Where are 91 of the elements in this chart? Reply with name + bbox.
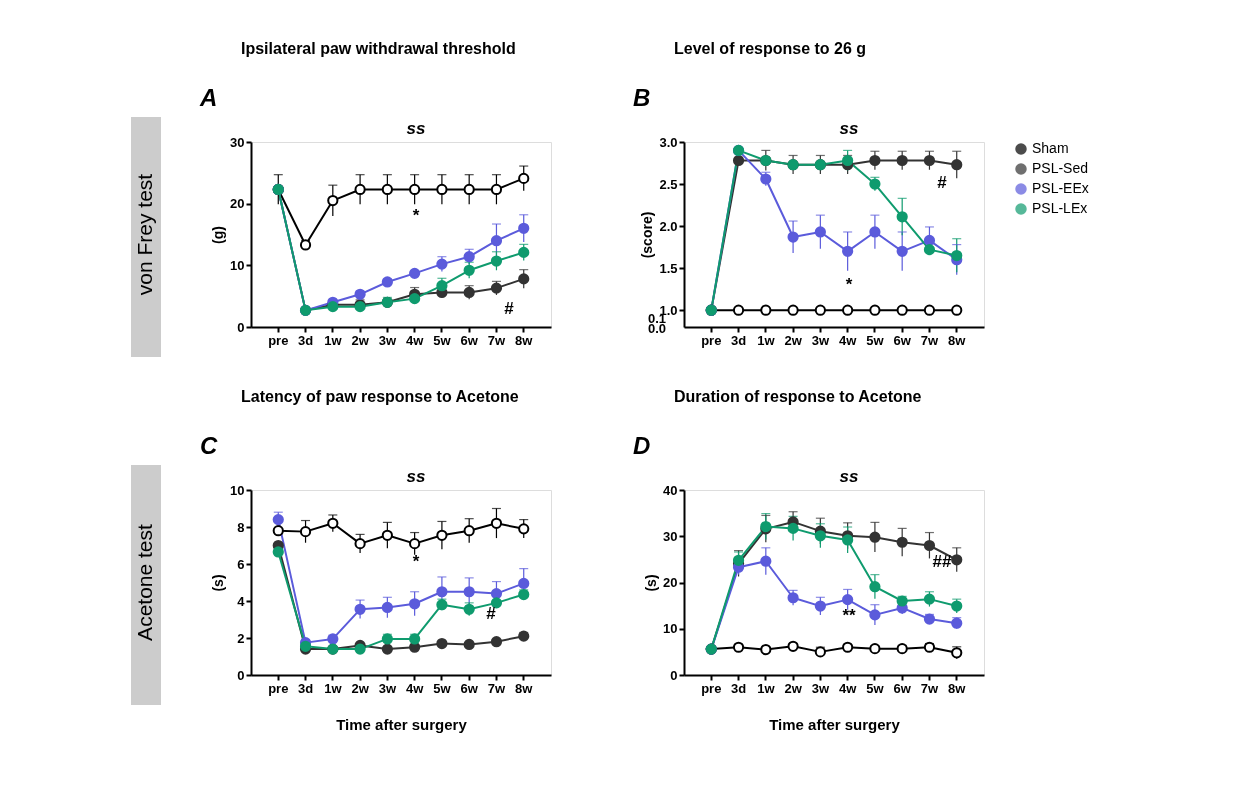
x-tick-label: 6w [893, 680, 912, 696]
y-tick-label: 8 [237, 519, 245, 535]
annotation: ## [932, 552, 952, 572]
y-tick-label: 10 [230, 257, 245, 273]
legend-label: Sham [1032, 140, 1069, 156]
x-tick-label: pre [268, 680, 289, 696]
y-tick-label: 0 [670, 667, 678, 683]
text: ss [406, 467, 426, 487]
y-tick-label: 20 [230, 196, 245, 212]
x-tick-label: 3d [297, 332, 314, 348]
text: D [633, 431, 651, 459]
x-tick-label: 3d [730, 680, 747, 696]
x-tick-label: pre [268, 332, 289, 348]
x-tick-label: 3w [811, 332, 830, 348]
y-tick-label: 2.0 [659, 218, 678, 234]
x-tick-label: 3d [730, 332, 747, 348]
x-tick-label: 1w [757, 332, 776, 348]
x-tick-label: 1w [324, 680, 343, 696]
y-tick-label: 4 [237, 593, 246, 609]
x-tick-label: 3w [378, 680, 397, 696]
annotation: * [412, 206, 420, 226]
y-tick-label: 40 [663, 482, 678, 498]
y-tick-label: 1.5 [659, 260, 678, 276]
annotation: # [504, 298, 515, 318]
y-tick-label: 30 [230, 134, 245, 150]
y-tick-label: 10 [663, 621, 678, 637]
y-tick-label: 2.5 [659, 176, 678, 192]
annotation: * [412, 552, 420, 572]
x-tick-label: 5w [433, 680, 452, 696]
x-axis-title: Time after surgery [769, 715, 901, 733]
text: von Frey test [133, 173, 156, 296]
legend-label: PSL-Sed [1032, 160, 1089, 176]
x-tick-label: 6w [460, 332, 479, 348]
x-tick-label: 7w [487, 332, 507, 348]
x-tick-label: 2w [351, 332, 370, 348]
y-axis-title: (s) [643, 574, 660, 592]
x-tick-label: 2w [784, 332, 803, 348]
text: A [199, 83, 218, 111]
text: B [633, 83, 651, 111]
y-tick-label: 6 [237, 556, 245, 572]
y-tick-label: 10 [230, 482, 245, 498]
x-tick-label: 6w [460, 680, 479, 696]
chart-title: Latency of paw response to Acetone [241, 387, 519, 405]
y-axis-title: (g) [210, 226, 227, 244]
annotation: # [937, 172, 948, 192]
annotation: ** [842, 606, 856, 626]
x-tick-label: 1w [757, 680, 776, 696]
chart-title: Ipsilateral paw withdrawal threshold [241, 39, 516, 57]
y-tick-label: 30 [663, 528, 678, 544]
text: ss [839, 119, 859, 139]
x-tick-label: 5w [433, 332, 452, 348]
text: C [200, 431, 218, 459]
y-axis-title: (score) [639, 211, 656, 259]
text: Acetone test [133, 523, 156, 641]
x-tick-label: 3w [811, 680, 830, 696]
y-axis-title: (s) [210, 574, 227, 592]
annotation: * [845, 274, 853, 294]
x-tick-label: 4w [405, 680, 425, 696]
legend-label: PSL-LEx [1032, 200, 1088, 216]
x-tick-label: 4w [405, 332, 425, 348]
text: ss [406, 119, 426, 139]
y-tick-label: 2 [237, 630, 245, 646]
x-tick-label: 8w [515, 332, 534, 348]
x-tick-label: 6w [893, 332, 912, 348]
x-tick-label: 2w [784, 680, 803, 696]
x-tick-label: 8w [948, 680, 967, 696]
x-tick-label: 7w [920, 680, 940, 696]
y-tick-label: 0 [237, 667, 245, 683]
y-tick-label: 20 [663, 575, 678, 590]
chart-title: Level of response to 26 g [674, 39, 867, 57]
x-tick-label: pre [701, 332, 722, 348]
x-tick-label: 5w [866, 680, 885, 696]
x-tick-label: pre [701, 680, 722, 696]
chart-title: Duration of response to Acetone [674, 387, 922, 405]
x-tick-label: 8w [948, 332, 967, 348]
x-tick-label: 4w [838, 680, 858, 696]
annotation: # [486, 604, 497, 624]
x-tick-label: 8w [515, 680, 534, 696]
x-axis-title: Time after surgery [336, 715, 468, 733]
legend-label: PSL-EEx [1032, 180, 1089, 196]
y-tick-label: 0 [237, 319, 245, 335]
x-tick-label: 2w [351, 680, 370, 696]
x-tick-label: 1w [324, 332, 343, 348]
x-tick-label: 4w [838, 332, 858, 348]
y-tick-label: 3.0 [659, 134, 678, 150]
x-tick-label: 7w [920, 332, 940, 348]
x-tick-label: 5w [866, 332, 885, 348]
x-tick-label: 7w [487, 680, 507, 696]
x-tick-label: 3w [378, 332, 397, 348]
x-tick-label: 3d [297, 680, 314, 696]
text: ss [839, 467, 859, 487]
